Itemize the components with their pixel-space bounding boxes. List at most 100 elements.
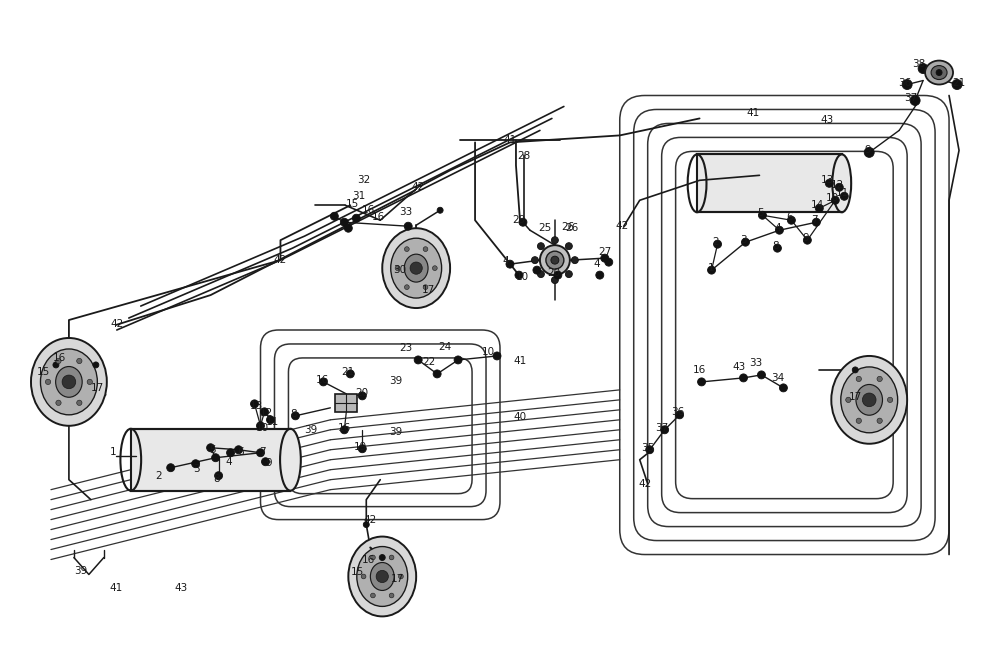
Circle shape — [432, 266, 437, 271]
Circle shape — [235, 446, 243, 453]
Circle shape — [319, 378, 327, 386]
Text: 12: 12 — [831, 180, 844, 190]
Circle shape — [454, 356, 462, 364]
Circle shape — [257, 449, 264, 457]
Text: 1: 1 — [708, 263, 715, 273]
Circle shape — [212, 453, 220, 462]
Circle shape — [404, 222, 412, 230]
Circle shape — [192, 460, 200, 468]
Text: 33: 33 — [749, 358, 762, 368]
Text: 4: 4 — [503, 256, 509, 266]
Circle shape — [227, 449, 235, 457]
Circle shape — [423, 284, 428, 290]
Ellipse shape — [348, 537, 416, 616]
Circle shape — [93, 362, 99, 368]
Text: 39: 39 — [390, 427, 403, 437]
Text: 10: 10 — [481, 347, 495, 357]
Circle shape — [531, 257, 538, 263]
Circle shape — [887, 397, 893, 403]
Circle shape — [363, 521, 369, 527]
Circle shape — [266, 416, 274, 424]
Ellipse shape — [404, 254, 428, 282]
Circle shape — [62, 375, 76, 389]
Ellipse shape — [40, 349, 97, 415]
Text: 4: 4 — [593, 259, 600, 269]
Text: 16: 16 — [53, 353, 67, 363]
Text: 34: 34 — [771, 373, 784, 383]
Text: 4: 4 — [225, 457, 232, 467]
Circle shape — [877, 418, 882, 424]
Circle shape — [856, 376, 861, 381]
Ellipse shape — [931, 65, 947, 79]
Circle shape — [551, 237, 558, 244]
Circle shape — [87, 379, 92, 385]
Circle shape — [330, 213, 338, 220]
Text: 17: 17 — [391, 574, 404, 585]
Circle shape — [56, 358, 61, 364]
Ellipse shape — [357, 546, 408, 607]
Circle shape — [803, 236, 811, 244]
Text: 6: 6 — [786, 213, 793, 222]
Circle shape — [389, 555, 394, 560]
Text: 17: 17 — [422, 285, 435, 295]
Circle shape — [533, 266, 541, 274]
Text: 21: 21 — [952, 77, 966, 88]
Text: 41: 41 — [747, 108, 760, 118]
Text: 13: 13 — [250, 401, 263, 411]
Circle shape — [352, 214, 360, 222]
Circle shape — [741, 238, 749, 246]
Circle shape — [257, 422, 264, 430]
Text: 3: 3 — [193, 464, 200, 474]
Text: 3: 3 — [740, 235, 747, 245]
Text: 23: 23 — [400, 343, 413, 353]
Circle shape — [739, 374, 747, 382]
Circle shape — [53, 362, 59, 368]
Text: 25: 25 — [538, 223, 552, 233]
Text: 32: 32 — [357, 176, 370, 185]
Circle shape — [565, 271, 572, 278]
Text: 16: 16 — [362, 554, 375, 564]
Circle shape — [410, 262, 422, 275]
Circle shape — [340, 218, 348, 226]
Circle shape — [815, 204, 823, 213]
Text: 5: 5 — [757, 209, 764, 218]
Text: 5: 5 — [209, 445, 216, 455]
Ellipse shape — [841, 367, 898, 433]
Circle shape — [371, 555, 375, 560]
Text: 36: 36 — [899, 77, 912, 88]
Bar — [335, 394, 357, 412]
Circle shape — [779, 384, 787, 392]
Circle shape — [601, 254, 609, 262]
Circle shape — [936, 69, 942, 75]
Ellipse shape — [382, 228, 450, 308]
Ellipse shape — [31, 338, 107, 426]
Circle shape — [404, 284, 409, 290]
Text: 39: 39 — [304, 425, 317, 435]
Circle shape — [358, 445, 366, 453]
Circle shape — [846, 397, 851, 403]
Text: 4: 4 — [774, 223, 781, 233]
Circle shape — [864, 147, 874, 157]
Text: 17: 17 — [91, 383, 104, 393]
Text: 42: 42 — [638, 478, 651, 488]
Text: 31: 31 — [352, 191, 365, 201]
Text: 27: 27 — [598, 247, 611, 257]
Circle shape — [676, 411, 684, 419]
Circle shape — [376, 570, 388, 583]
Text: 41: 41 — [503, 135, 517, 145]
Text: 35: 35 — [641, 443, 654, 453]
Circle shape — [56, 400, 61, 405]
Circle shape — [835, 183, 843, 191]
Circle shape — [787, 216, 795, 224]
Circle shape — [840, 192, 848, 200]
Ellipse shape — [56, 366, 82, 397]
Bar — [697, 154, 842, 213]
Text: 36: 36 — [671, 407, 684, 417]
Circle shape — [565, 243, 572, 249]
Text: 16: 16 — [362, 205, 375, 215]
Text: 42: 42 — [110, 319, 123, 329]
Text: 20: 20 — [356, 388, 369, 398]
Text: 9: 9 — [265, 458, 272, 468]
Circle shape — [646, 446, 654, 453]
Circle shape — [389, 593, 394, 598]
